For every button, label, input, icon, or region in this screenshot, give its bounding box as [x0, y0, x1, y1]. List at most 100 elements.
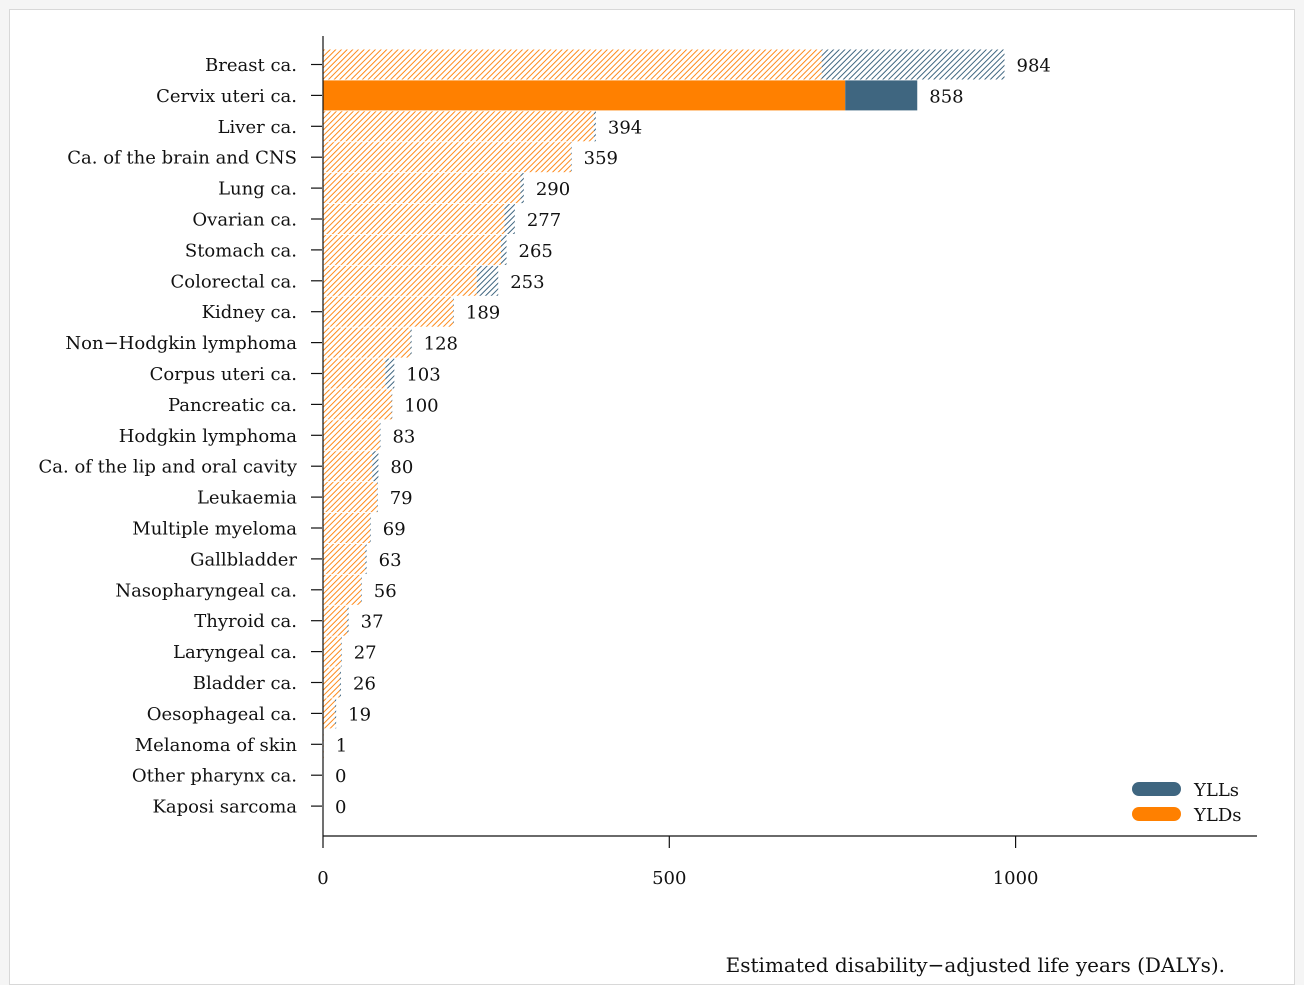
legend: YLLs YLDs	[1132, 780, 1242, 826]
total-label-row-22: 1	[336, 735, 347, 756]
bar-ylls-row-18	[347, 605, 349, 636]
bar-ylls-row-9	[410, 327, 412, 358]
bar-ylds-row-19	[323, 636, 342, 667]
category-label-row-21: Oesophageal ca.	[147, 704, 297, 725]
x-axis-label: Estimated disability−adjusted life years…	[726, 953, 1225, 977]
category-label-row-11: Pancreatic ca.	[168, 395, 297, 416]
category-label-row-16: Gallbladder	[190, 549, 297, 570]
category-label-row-1: Cervix uteri ca.	[156, 86, 297, 107]
total-label-row-3: 359	[584, 148, 618, 169]
bar-ylds-row-17	[323, 574, 362, 605]
total-label-row-15: 69	[383, 519, 406, 540]
category-label-row-2: Liver ca.	[218, 117, 297, 138]
category-label-row-3: Ca. of the brain and CNS	[67, 148, 297, 169]
category-label-row-24: Kaposi sarcoma	[152, 797, 297, 818]
total-label-row-20: 26	[353, 674, 376, 695]
category-label-row-4: Lung ca.	[218, 179, 297, 200]
bar-ylls-row-15	[370, 513, 371, 543]
total-label-row-1: 858	[929, 86, 963, 107]
bar-ylls-row-19	[341, 636, 342, 667]
category-label-row-22: Melanoma of skin	[135, 735, 298, 756]
category-label-row-7: Colorectal ca.	[170, 271, 297, 292]
bar-ylls-row-1	[845, 80, 918, 111]
category-label-row-19: Laryngeal ca.	[173, 642, 297, 663]
bar-ylls-row-0	[821, 49, 1005, 80]
total-label-row-6: 265	[519, 241, 553, 262]
total-label-row-9: 128	[424, 334, 458, 355]
total-label-row-7: 253	[510, 272, 544, 293]
bar-ylds-row-14	[323, 482, 378, 513]
bar-ylls-row-17	[361, 574, 362, 605]
bar-ylls-row-11	[391, 389, 393, 420]
legend-label-ylls: YLLs	[1193, 780, 1239, 801]
bar-ylds-row-11	[323, 389, 392, 420]
bar-ylls-row-3	[570, 142, 572, 173]
bar-ylls-row-20	[339, 667, 342, 698]
total-label-row-23: 0	[335, 766, 346, 787]
category-label-row-6: Stomach ca.	[185, 240, 297, 261]
bar-ylds-row-10	[323, 358, 386, 389]
total-label-row-16: 63	[379, 550, 402, 571]
category-label-row-18: Thyroid ca.	[194, 611, 297, 632]
total-label-row-12: 83	[392, 426, 415, 447]
bar-ylds-row-16	[323, 543, 366, 574]
bar-ylds-row-4	[323, 173, 521, 204]
bar-ylds-row-3	[323, 142, 571, 173]
category-label-row-0: Breast ca.	[205, 55, 297, 76]
bar-ylls-row-4	[520, 173, 524, 204]
bar-ylds-row-20	[323, 667, 340, 698]
total-label-row-18: 37	[361, 612, 384, 633]
bar-ylls-row-12	[379, 420, 381, 451]
category-label-row-9: Non−Hodgkin lymphoma	[65, 333, 297, 354]
total-label-row-24: 0	[335, 797, 346, 818]
bar-ylds-row-13	[323, 451, 373, 482]
bar-ylds-row-5	[323, 204, 505, 234]
bar-ylds-row-12	[323, 420, 380, 451]
category-label-row-10: Corpus uteri ca.	[150, 364, 297, 385]
bar-ylls-row-8	[453, 296, 454, 327]
bar-ylls-row-10	[385, 358, 395, 389]
x-axis: 0 500 1000	[317, 835, 1257, 889]
total-label-row-2: 394	[608, 117, 642, 138]
total-label-row-21: 19	[348, 704, 371, 725]
bar-ylls-row-6	[500, 234, 507, 265]
category-label-row-17: Nasopharyngeal ca.	[115, 580, 297, 601]
bar-ylds-row-8	[323, 296, 454, 327]
bar-ylds-row-15	[323, 513, 371, 543]
category-label-row-20: Bladder ca.	[193, 673, 297, 694]
x-tick-label-500: 500	[652, 868, 686, 889]
category-label-row-5: Ovarian ca.	[192, 210, 297, 231]
bar-ylds-row-7	[323, 265, 477, 296]
bar-ylls-row-16	[365, 543, 367, 574]
total-label-row-8: 189	[466, 303, 500, 324]
bar-ylds-row-0	[323, 49, 822, 80]
bar-ylls-row-5	[504, 204, 515, 234]
bar-ylls-row-21	[334, 698, 337, 729]
bar-ylds-row-1	[323, 80, 846, 111]
x-tick-label-1000: 1000	[993, 868, 1039, 889]
bar-ylds-row-6	[323, 234, 501, 265]
legend-label-ylds: YLDs	[1193, 805, 1242, 826]
category-label-row-8: Kidney ca.	[202, 302, 297, 323]
total-label-row-5: 277	[527, 210, 561, 231]
total-label-row-19: 27	[354, 643, 377, 664]
category-label-row-12: Hodgkin lymphoma	[119, 426, 298, 447]
total-label-row-11: 100	[404, 395, 438, 416]
chart-panel	[9, 9, 1295, 985]
y-axis: Breast ca. Cervix uteri ca. Liver ca. Ca. o…	[39, 36, 324, 836]
bars-group: 9848583943592902772652531891281031008380…	[323, 49, 1051, 818]
x-tick-label-0: 0	[317, 868, 328, 889]
total-label-row-0: 984	[1017, 56, 1051, 77]
bar-ylds-row-2	[323, 111, 594, 142]
category-label-row-13: Ca. of the lip and oral cavity	[39, 457, 298, 478]
category-label-row-23: Other pharynx ca.	[132, 766, 297, 787]
total-label-row-4: 290	[536, 179, 570, 200]
bar-ylds-row-9	[323, 327, 411, 358]
bar-ylls-row-2	[593, 111, 596, 142]
total-label-row-10: 103	[406, 365, 440, 386]
bar-ylds-row-21	[323, 698, 335, 729]
bar-ylls-row-14	[377, 482, 378, 513]
category-label-row-15: Multiple myeloma	[132, 519, 297, 540]
